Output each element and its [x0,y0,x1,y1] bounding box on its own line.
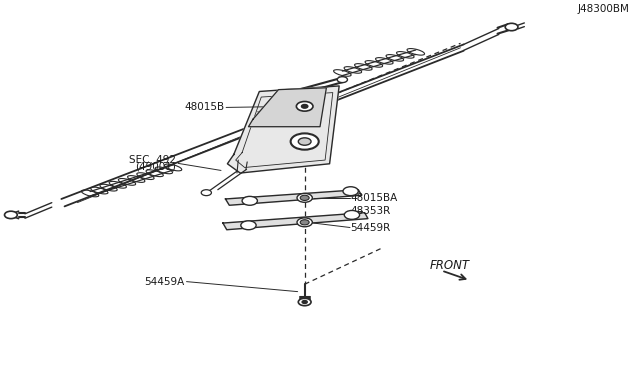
Circle shape [302,301,307,304]
Circle shape [291,134,319,150]
Circle shape [242,196,257,205]
Circle shape [298,298,311,306]
Text: 54459R: 54459R [351,222,391,232]
Circle shape [300,220,309,225]
Circle shape [337,77,348,83]
Circle shape [297,193,312,202]
Text: 48015B: 48015B [184,102,224,112]
Circle shape [343,187,358,196]
Text: 54459A: 54459A [145,277,184,286]
Circle shape [301,105,308,108]
Circle shape [298,138,311,145]
Circle shape [201,190,211,196]
Circle shape [297,218,312,227]
Circle shape [4,211,17,219]
Text: SEC. 492: SEC. 492 [129,155,176,165]
Polygon shape [225,190,362,205]
Text: 48353R: 48353R [351,206,391,216]
Polygon shape [248,88,326,127]
Text: J48300BM: J48300BM [578,4,630,14]
Text: FRONT: FRONT [430,259,470,272]
Circle shape [300,195,309,201]
Polygon shape [227,86,339,173]
Circle shape [344,211,360,219]
Circle shape [241,221,256,230]
Circle shape [505,23,518,31]
Polygon shape [223,213,368,230]
Text: 48015BA: 48015BA [351,193,398,203]
Circle shape [296,102,313,111]
Text: (49001): (49001) [136,162,176,172]
